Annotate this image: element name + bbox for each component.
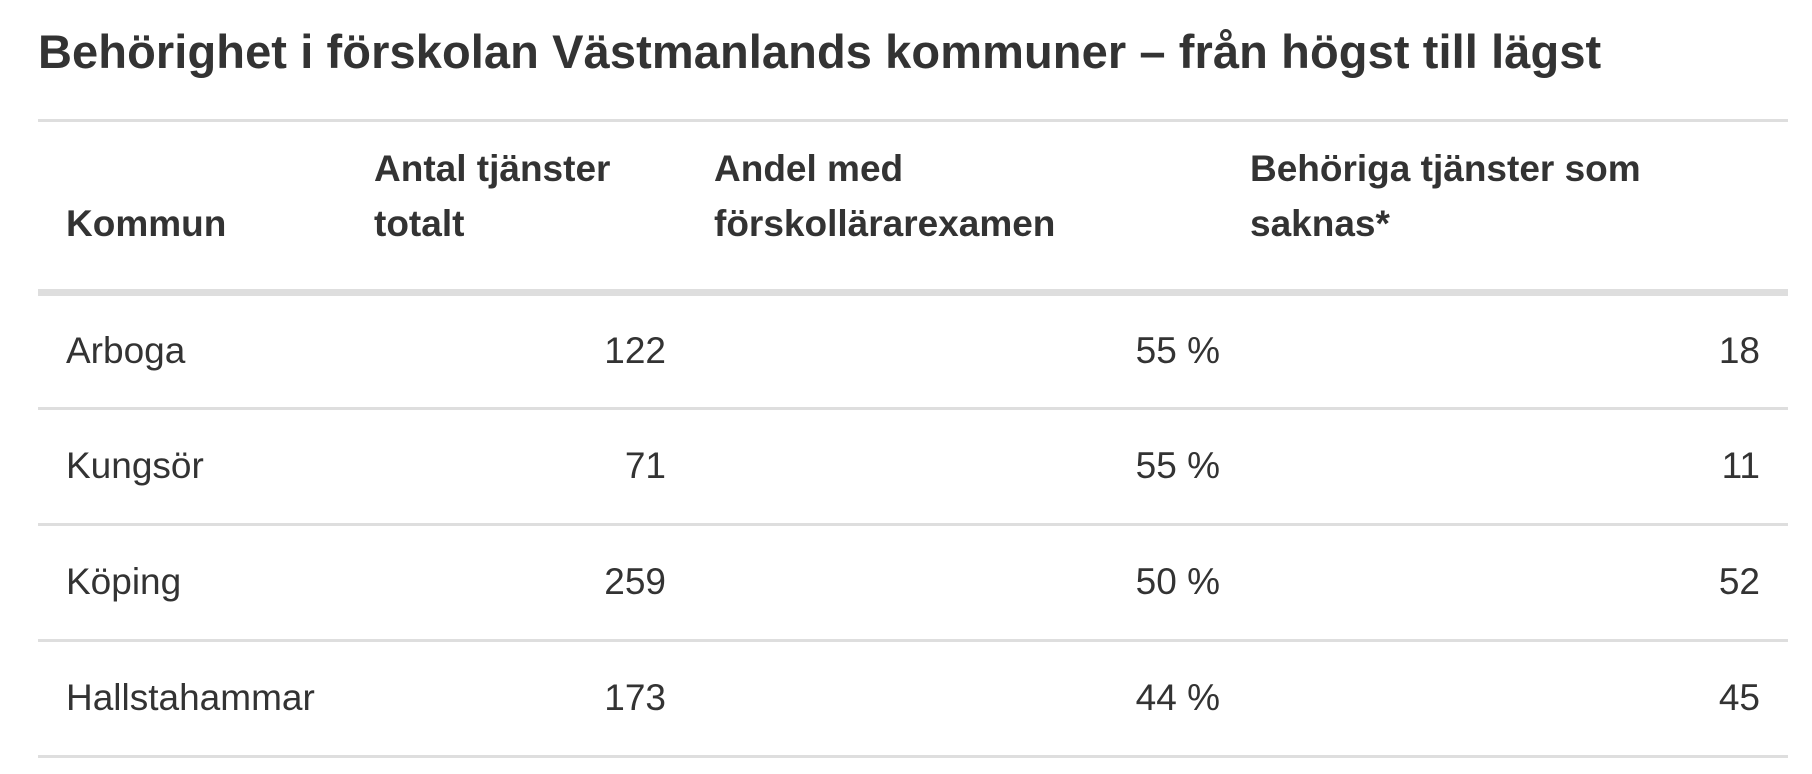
cell-behoriga-saknas: 11 [1248,408,1788,526]
column-header-kommun: Kommun [38,122,346,296]
column-header-andel-examen: Andel med förskollärarexamen [694,122,1248,296]
table-row: Arboga 122 55 % 18 [38,292,1788,410]
cell-kommun: Köping [38,524,346,642]
cell-kommun: Arboga [38,292,346,410]
table-row: Kungsör 71 55 % 11 [38,408,1788,526]
table-header: Kommun Antal tjänster totalt Andel med f… [38,122,1788,296]
cell-kommun: Hallstahammar [38,640,346,758]
column-header-antal-tjanster: Antal tjänster totalt [346,122,694,296]
title-divider [38,119,1788,122]
column-header-behoriga-saknas: Behöriga tjänster som saknas* [1248,122,1788,296]
table-title: Behörighet i förskolan Västmanlands komm… [38,25,1602,78]
cell-andel-examen: 55 % [694,292,1248,410]
cell-behoriga-saknas: 18 [1248,292,1788,410]
table-row: Köping 259 50 % 52 [38,524,1788,642]
cell-antal-tjanster: 173 [346,640,694,758]
cell-antal-tjanster: 122 [346,292,694,410]
cell-andel-examen: 55 % [694,408,1248,526]
cell-antal-tjanster: 259 [346,524,694,642]
cell-behoriga-saknas: 45 [1248,640,1788,758]
table-body: Arboga 122 55 % 18 Kungsör 71 55 % 11 Kö… [38,292,1788,758]
cell-kommun: Kungsör [38,408,346,526]
header-row: Kommun Antal tjänster totalt Andel med f… [38,122,1788,296]
cell-behoriga-saknas: 52 [1248,524,1788,642]
cell-andel-examen: 44 % [694,640,1248,758]
table-row: Hallstahammar 173 44 % 45 [38,640,1788,758]
cell-andel-examen: 50 % [694,524,1248,642]
cell-antal-tjanster: 71 [346,408,694,526]
data-table: Kommun Antal tjänster totalt Andel med f… [38,122,1788,758]
